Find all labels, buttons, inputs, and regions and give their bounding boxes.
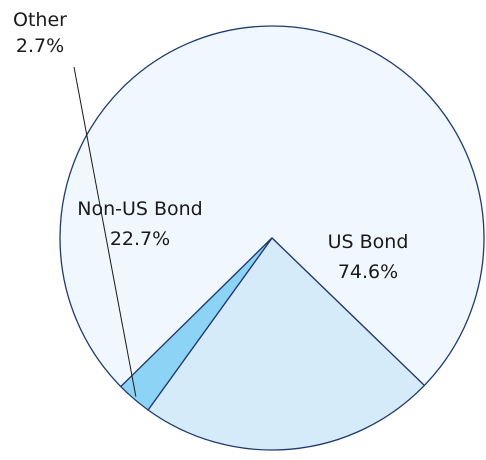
slice-label-non-us-bond: Non-US Bond xyxy=(77,198,203,220)
slice-value-other: 2.7% xyxy=(16,35,64,57)
labels-layer: US Bond 74.6% Non-US Bond 22.7% Other 2.7% xyxy=(13,9,408,283)
slice-label-us-bond: US Bond xyxy=(328,231,409,253)
leader-lines-layer xyxy=(73,66,137,397)
pie-slice-non-us-bond xyxy=(147,237,425,451)
leader-line-other xyxy=(73,66,137,397)
pie-slice-other xyxy=(120,237,273,411)
slice-label-other: Other xyxy=(13,9,67,31)
slice-value-non-us-bond: 22.7% xyxy=(110,228,170,250)
slice-value-us-bond: 74.6% xyxy=(338,261,398,283)
slices-layer xyxy=(59,25,485,451)
pie-slice-us-bond xyxy=(59,25,485,388)
